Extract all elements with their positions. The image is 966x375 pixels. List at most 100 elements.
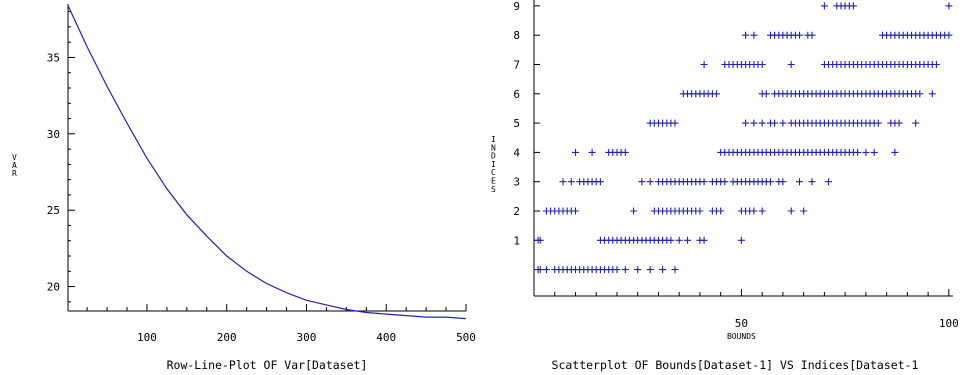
scatter-point (700, 178, 708, 186)
scatter-point (700, 61, 708, 68)
line-chart-ticks: 100 200 300 400 500 20 25 30 35 (47, 11, 476, 344)
scatter-point (634, 266, 642, 274)
y-tick-label: 5 (513, 117, 520, 130)
scatter-point (945, 31, 953, 39)
y-tick-label: 25 (47, 204, 60, 217)
y-tick-label: 6 (513, 88, 520, 101)
scatter-point (874, 119, 882, 127)
scatter-point (572, 148, 579, 156)
scatter-point (870, 148, 878, 156)
scatter-point (758, 61, 766, 68)
scatter-point (536, 266, 544, 274)
scatter-point (849, 2, 857, 10)
x-tick-label: 50 (735, 317, 748, 330)
y-tick-label: 1 (513, 234, 520, 247)
scatter-point (700, 236, 708, 244)
x-tick-label: 500 (456, 331, 476, 344)
scatter-points (534, 2, 953, 274)
scatter-point (717, 207, 725, 215)
x-tick-label: 300 (297, 331, 317, 344)
x-tick-label: 200 (217, 331, 237, 344)
scatter-point (796, 31, 803, 39)
scatter-point (536, 236, 544, 244)
y-tick-label: 30 (47, 128, 60, 141)
scatter-point (675, 236, 683, 244)
scatter-point (742, 119, 750, 127)
y-tick-label: 7 (513, 58, 520, 71)
scatter-point (779, 178, 787, 186)
scatter-point (767, 178, 774, 186)
x-tick-label: 100 (939, 317, 959, 330)
scatter-point (572, 207, 579, 215)
scatter-point (758, 207, 766, 215)
scatter-point (825, 178, 832, 186)
scatter-point (742, 31, 750, 39)
x-axis-title: BOUNDS (727, 332, 756, 341)
scatter-point (891, 148, 899, 156)
scatter-point (758, 119, 766, 127)
scatter-point (912, 119, 920, 127)
scatter-point (684, 236, 691, 244)
scatter-point (916, 90, 924, 98)
scatter-point (646, 266, 654, 274)
scatter-chart-axes (533, 0, 953, 297)
x-tick-label: 400 (376, 331, 396, 344)
scatter-point (932, 61, 940, 68)
scatter-point (820, 2, 828, 10)
scatter-point (862, 148, 870, 156)
scatter-point (713, 90, 720, 98)
scatter-point (808, 178, 816, 186)
scatter-point (671, 119, 679, 127)
y-tick-label: 20 (47, 281, 60, 294)
scatter-point (771, 119, 779, 127)
scatter-point (750, 119, 758, 127)
scatter-point (928, 90, 936, 98)
y-tick-label: 2 (513, 205, 520, 218)
scatter-point (796, 178, 803, 186)
y-tick-label: 8 (513, 29, 520, 42)
scatter-point (667, 236, 675, 244)
scatter-point (559, 178, 567, 186)
scatter-point (787, 207, 795, 215)
scatter-point (696, 207, 704, 215)
scatter-point (762, 90, 770, 98)
line-chart-axes (67, 4, 466, 312)
scatter-point (895, 119, 903, 127)
scatter-point (621, 148, 629, 156)
scatter-point (854, 148, 862, 156)
scatter-point (596, 178, 604, 186)
scatter-point (721, 178, 729, 186)
scatter-point (787, 61, 795, 68)
scatter-point (800, 207, 808, 215)
scatter-point (567, 178, 575, 186)
scatter-point (646, 178, 654, 186)
scatter-point (638, 178, 646, 186)
scatter-point (779, 119, 787, 127)
chart-title: Scatterplot OF Bounds[Dataset-1] VS Indi… (552, 358, 919, 372)
scatter-point (750, 207, 758, 215)
y-tick-label: 35 (47, 51, 60, 64)
scatter-point (630, 207, 638, 215)
scatter-point (737, 236, 745, 244)
scatter-point (659, 266, 667, 274)
scatter-point (808, 31, 816, 39)
chart-title: Row-Line-Plot OF Var[Dataset] (167, 358, 368, 372)
y-tick-label: 9 (513, 0, 520, 13)
scatter-chart-ticks: 50 100 1 2 3 4 5 6 7 8 9 (513, 0, 958, 330)
scatter-point (945, 2, 953, 10)
scatter-point (621, 266, 629, 274)
scatter-point (671, 266, 679, 274)
scatter-point (588, 148, 596, 156)
x-tick-label: 100 (137, 331, 157, 344)
scatter-point (613, 266, 621, 274)
scatter-point (542, 266, 550, 274)
y-tick-label: 4 (513, 146, 520, 159)
series-line-var (67, 5, 467, 320)
y-tick-label: 3 (513, 176, 520, 189)
scatter-point (750, 31, 758, 39)
